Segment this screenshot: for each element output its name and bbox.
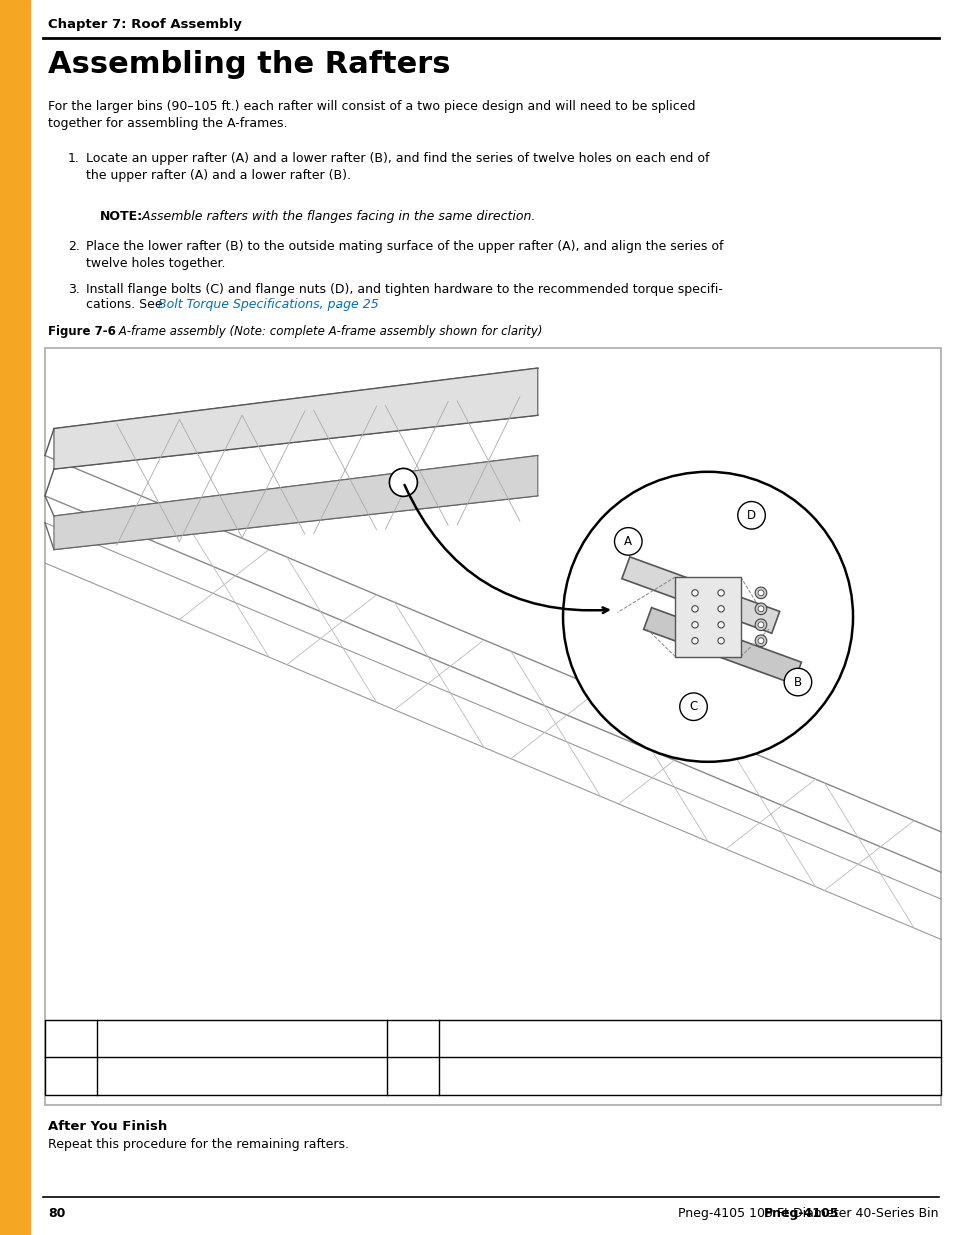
Circle shape — [755, 587, 766, 599]
Circle shape — [718, 605, 723, 613]
Text: Install flange bolts (C) and flange nuts (D), and tighten hardware to the recomm: Install flange bolts (C) and flange nuts… — [86, 283, 722, 296]
Bar — [45, 1020, 940, 1095]
Circle shape — [758, 622, 763, 627]
Circle shape — [783, 668, 811, 695]
Text: 1/2 in. flange nut (S-10253): 1/2 in. flange nut (S-10253) — [447, 1070, 619, 1083]
Circle shape — [691, 589, 698, 597]
Polygon shape — [675, 577, 740, 657]
Circle shape — [691, 621, 698, 627]
Circle shape — [737, 501, 764, 529]
Text: .: . — [335, 298, 339, 311]
Text: B: B — [793, 676, 801, 689]
Circle shape — [718, 589, 723, 597]
Text: Pneg-4105: Pneg-4105 — [763, 1207, 839, 1220]
Text: Lower rafter (CTR-0092): Lower rafter (CTR-0092) — [105, 1070, 255, 1083]
Text: B: B — [67, 1070, 75, 1083]
Text: A: A — [623, 535, 632, 548]
Text: Chapter 7: Roof Assembly: Chapter 7: Roof Assembly — [48, 19, 242, 31]
Text: 3.: 3. — [68, 283, 80, 296]
Circle shape — [755, 603, 766, 615]
Text: D: D — [746, 509, 756, 522]
Text: 80: 80 — [48, 1207, 66, 1220]
Circle shape — [614, 527, 641, 556]
Circle shape — [691, 605, 698, 613]
Bar — [0, 0, 30, 1235]
Text: C: C — [408, 1032, 416, 1045]
Text: After You Finish: After You Finish — [48, 1120, 167, 1132]
Polygon shape — [54, 456, 537, 550]
Text: Repeat this procedure for the remaining rafters.: Repeat this procedure for the remaining … — [48, 1137, 349, 1151]
Text: For the larger bins (90–105 ft.) each rafter will consist of a two piece design : For the larger bins (90–105 ft.) each ra… — [48, 100, 695, 130]
Text: cations. See: cations. See — [86, 298, 167, 311]
Text: Pneg-4105 105 Ft Diameter 40-Series Bin: Pneg-4105 105 Ft Diameter 40-Series Bin — [678, 1207, 938, 1220]
Circle shape — [755, 619, 766, 631]
Circle shape — [691, 637, 698, 643]
Circle shape — [389, 468, 417, 496]
Text: 1/2 x 1-3/4 in. flange bolt (S-10252): 1/2 x 1-3/4 in. flange bolt (S-10252) — [447, 1032, 671, 1045]
Text: Bolt Torque Specifications, page 25: Bolt Torque Specifications, page 25 — [158, 298, 378, 311]
Text: Locate an upper rafter (A) and a lower rafter (B), and find the series of twelve: Locate an upper rafter (A) and a lower r… — [86, 152, 709, 182]
Polygon shape — [54, 368, 537, 469]
Text: Assembling the Rafters: Assembling the Rafters — [48, 49, 450, 79]
Text: Place the lower rafter (B) to the outside mating surface of the upper rafter (A): Place the lower rafter (B) to the outsid… — [86, 240, 722, 270]
Text: Assemble rafters with the flanges facing in the same direction.: Assemble rafters with the flanges facing… — [138, 210, 535, 224]
Text: 1.: 1. — [68, 152, 80, 165]
Text: 2.: 2. — [68, 240, 80, 253]
Text: Figure 7-6: Figure 7-6 — [48, 325, 115, 338]
Circle shape — [718, 621, 723, 627]
Text: NOTE:: NOTE: — [100, 210, 143, 224]
Circle shape — [679, 693, 706, 720]
Circle shape — [758, 606, 763, 611]
Circle shape — [758, 590, 763, 595]
Polygon shape — [643, 608, 801, 684]
Text: A-frame assembly (Note: complete A-frame assembly shown for clarity): A-frame assembly (Note: complete A-frame… — [115, 325, 542, 338]
Text: D: D — [408, 1070, 417, 1083]
Circle shape — [755, 635, 766, 647]
Circle shape — [562, 472, 852, 762]
Polygon shape — [621, 557, 779, 634]
Circle shape — [758, 637, 763, 643]
Circle shape — [718, 637, 723, 643]
Text: Upper rafter (CTR-0093): Upper rafter (CTR-0093) — [105, 1032, 256, 1045]
Text: A: A — [67, 1032, 75, 1045]
Text: C: C — [689, 700, 697, 713]
Bar — [45, 348, 940, 1105]
